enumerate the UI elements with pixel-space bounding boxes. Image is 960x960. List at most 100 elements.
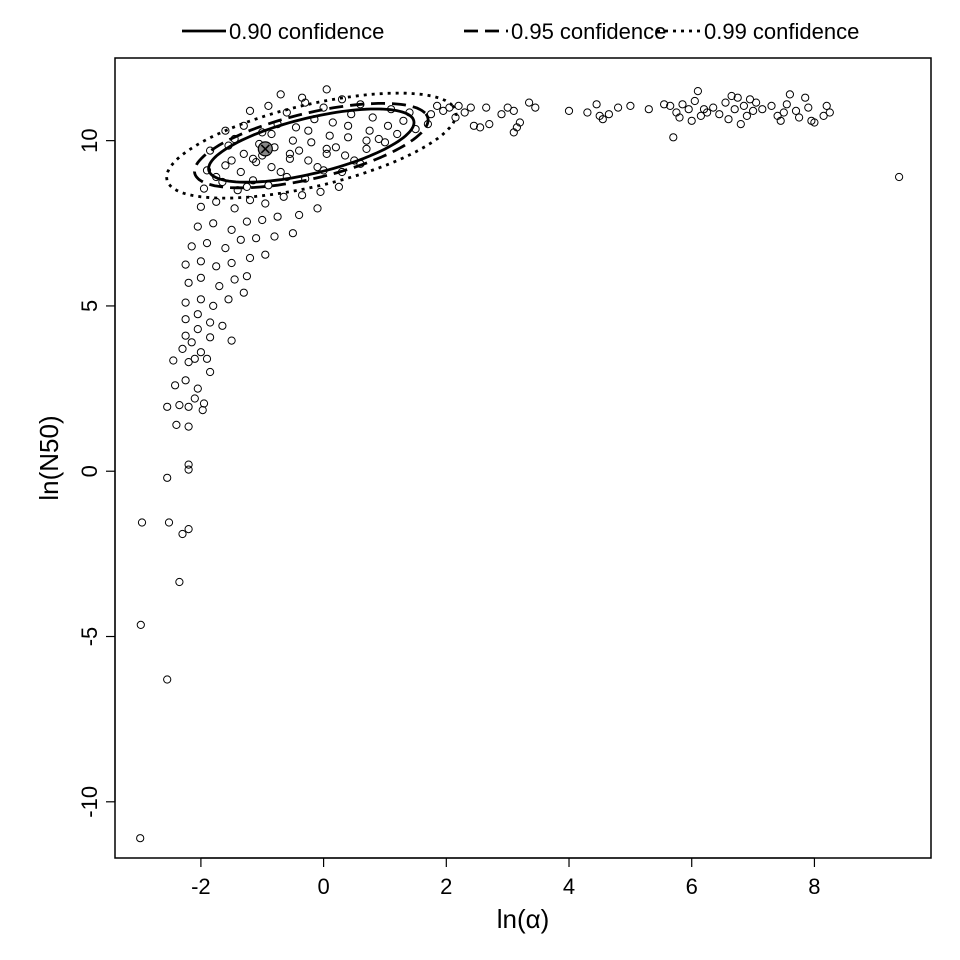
scatter-point bbox=[163, 675, 172, 684]
scatter-point bbox=[276, 167, 285, 177]
scatter-point bbox=[242, 272, 251, 281]
scatter-point bbox=[193, 384, 202, 393]
scatter-point bbox=[433, 101, 442, 111]
scatter-point bbox=[295, 146, 304, 155]
scatter-point bbox=[341, 151, 350, 160]
scatter-point bbox=[239, 288, 248, 297]
scatter-point bbox=[196, 257, 205, 266]
scatter-point bbox=[328, 118, 337, 127]
scatter-point bbox=[564, 106, 574, 116]
scatter-point bbox=[776, 116, 785, 125]
scatter-point bbox=[439, 106, 448, 116]
scatter-point bbox=[316, 187, 325, 196]
scatter-point bbox=[466, 103, 475, 112]
scatter-point bbox=[196, 348, 205, 357]
scatter-point bbox=[469, 121, 478, 130]
scatter-point bbox=[626, 101, 635, 111]
scatter-point bbox=[399, 116, 408, 125]
scatter-point bbox=[690, 96, 699, 106]
scatter-point bbox=[822, 101, 831, 111]
scatter-point bbox=[261, 250, 270, 259]
scatter-point bbox=[258, 215, 267, 225]
scatter-point bbox=[181, 298, 190, 307]
scatter-point bbox=[304, 126, 313, 135]
scatter-point bbox=[291, 123, 301, 132]
scatter-point bbox=[209, 301, 218, 310]
scatter-point bbox=[221, 126, 230, 135]
scatter-point bbox=[242, 182, 251, 191]
scatter-point bbox=[598, 115, 607, 124]
scatter-point bbox=[334, 182, 343, 191]
scatter-point bbox=[218, 321, 227, 330]
scatter-point bbox=[184, 465, 193, 474]
scatter-point bbox=[362, 136, 371, 145]
scatter-point bbox=[666, 101, 675, 111]
scatter-point bbox=[460, 108, 469, 117]
scatter-point bbox=[221, 244, 230, 253]
scatter-point bbox=[313, 204, 322, 213]
scatter-point bbox=[752, 98, 761, 107]
scatter-point bbox=[273, 212, 282, 221]
scatter-point bbox=[245, 253, 255, 263]
scatter-point bbox=[693, 87, 703, 96]
scatter-point bbox=[267, 129, 276, 139]
scatter-point bbox=[193, 325, 202, 334]
scatter-point bbox=[288, 229, 297, 238]
scatter-point bbox=[193, 222, 202, 231]
y-tick-label: 5 bbox=[77, 300, 102, 312]
scatter-point bbox=[190, 354, 199, 363]
scatter-point bbox=[169, 356, 178, 365]
legend-label: 0.95 confidence bbox=[511, 19, 666, 44]
scatter-point bbox=[497, 110, 506, 119]
scatter-point bbox=[721, 98, 730, 107]
scatter-point bbox=[785, 90, 795, 99]
scatter-point bbox=[745, 95, 755, 104]
scatter-point bbox=[248, 176, 258, 185]
scatter-point bbox=[199, 399, 209, 408]
scatter-point bbox=[380, 138, 390, 147]
scatter-point bbox=[709, 103, 718, 112]
scatter-point bbox=[895, 172, 904, 182]
scatter-point bbox=[184, 402, 193, 411]
scatter-point bbox=[758, 105, 767, 114]
scatter-point bbox=[742, 111, 752, 121]
scatter-point bbox=[307, 138, 316, 147]
y-tick-label: -5 bbox=[77, 627, 102, 647]
scatter-point bbox=[187, 338, 196, 347]
legend-label: 0.99 confidence bbox=[704, 19, 859, 44]
scatter-point bbox=[331, 143, 340, 152]
scatter-point bbox=[393, 129, 402, 139]
scatter-point bbox=[206, 318, 215, 327]
scatter-point bbox=[212, 262, 221, 271]
scatter-point bbox=[137, 518, 147, 527]
scatter-point bbox=[206, 333, 215, 342]
scatter-point bbox=[298, 191, 307, 200]
x-axis: -2 0 2 4 6 8 bbox=[191, 857, 821, 899]
scatter-point bbox=[236, 167, 245, 177]
scatter-point bbox=[276, 90, 285, 99]
scatter-point bbox=[724, 115, 733, 124]
scatter-point bbox=[515, 118, 525, 127]
scatter-point bbox=[795, 113, 804, 122]
scatter-point bbox=[184, 525, 193, 534]
scatter-point bbox=[684, 105, 693, 114]
scatter-point bbox=[322, 144, 331, 153]
x-axis-title: ln(α) bbox=[497, 904, 550, 934]
scatter-point bbox=[227, 258, 236, 268]
scatter-point bbox=[261, 199, 270, 208]
scatter-point bbox=[678, 100, 687, 109]
scatter-point bbox=[245, 196, 255, 205]
scatter-point bbox=[206, 367, 215, 377]
scatter-point bbox=[209, 219, 218, 228]
scatter-point bbox=[252, 234, 261, 243]
scatter-point bbox=[171, 381, 180, 390]
scatter-point bbox=[264, 101, 273, 111]
scatter-point bbox=[482, 103, 491, 112]
scatter-point bbox=[221, 161, 230, 170]
scatter-point bbox=[325, 131, 334, 140]
scatter-point bbox=[604, 110, 614, 119]
scatter-point bbox=[181, 260, 190, 269]
scatter-point bbox=[782, 100, 791, 109]
scatter-point bbox=[196, 202, 205, 211]
point-estimate bbox=[257, 141, 273, 157]
